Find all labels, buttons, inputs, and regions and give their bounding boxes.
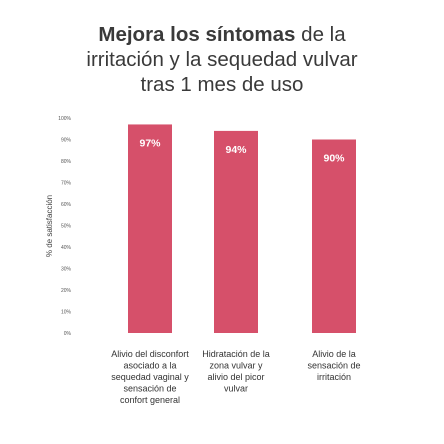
x-category-label-line: vulvar: [224, 384, 248, 394]
y-tick-label: 10%: [61, 310, 72, 316]
y-tick-label: 30%: [61, 267, 72, 273]
y-tick-label: 60%: [61, 202, 72, 208]
bars-group: 97% 94% 90%: [128, 124, 356, 333]
y-tick-label: 100%: [58, 116, 71, 122]
bar-value-label: 94%: [225, 144, 247, 156]
x-category-label: Hidratación de la zona vulvar y alivio del…: [202, 349, 270, 394]
x-category-label: Alivio del disconfort asociado a la sequed…: [111, 349, 189, 405]
y-axis: % de satisfacción 0% 10% 20% 30% 40% 50% 60% 70%…: [45, 116, 72, 337]
x-category-label-line: irritación: [317, 372, 351, 382]
chart-title: Mejora los síntomas de la irritación y l…: [0, 22, 444, 97]
x-category-label: Alivio de la sensación de irritación: [307, 349, 360, 382]
title-bold-part: Mejora los síntomas: [98, 23, 296, 46]
x-category-label-line: alivio del picor: [207, 372, 264, 382]
y-tick-label: 40%: [61, 245, 72, 251]
x-category-label-line: sequedad vaginal y: [111, 372, 189, 382]
bar: [128, 124, 172, 333]
title-line-2: irritación y la sequedad vulvar: [86, 48, 358, 71]
y-axis-label: % de satisfacción: [45, 195, 54, 257]
y-tick-label: 50%: [61, 224, 72, 230]
x-category-label-line: Hidratación de la: [202, 349, 270, 359]
x-category-label-line: sensación de: [123, 384, 176, 394]
bar: [312, 139, 356, 333]
title-line-3: tras 1 mes de uso: [140, 73, 304, 96]
y-tick-label: 70%: [61, 181, 72, 187]
y-tick-label: 90%: [61, 138, 72, 144]
x-category-label-line: Alivio de la: [312, 349, 356, 359]
bar-value-label: 97%: [139, 137, 161, 149]
x-category-label-line: zona vulvar y: [209, 361, 263, 371]
x-category-label-line: confort general: [120, 395, 180, 405]
bar-value-label: 90%: [323, 153, 345, 165]
x-axis-labels: Alivio del disconfort asociado a la sequed…: [111, 349, 360, 405]
y-tick-label: 20%: [61, 288, 72, 294]
bar: [214, 130, 258, 333]
y-tick-label: 0%: [64, 331, 72, 337]
x-category-label-line: sensación de: [307, 361, 360, 371]
title-rest-part: de la: [295, 23, 346, 46]
x-category-label-line: asociado a la: [123, 361, 176, 371]
x-category-label-line: Alivio del disconfort: [111, 349, 189, 359]
y-tick-label: 80%: [61, 159, 72, 165]
